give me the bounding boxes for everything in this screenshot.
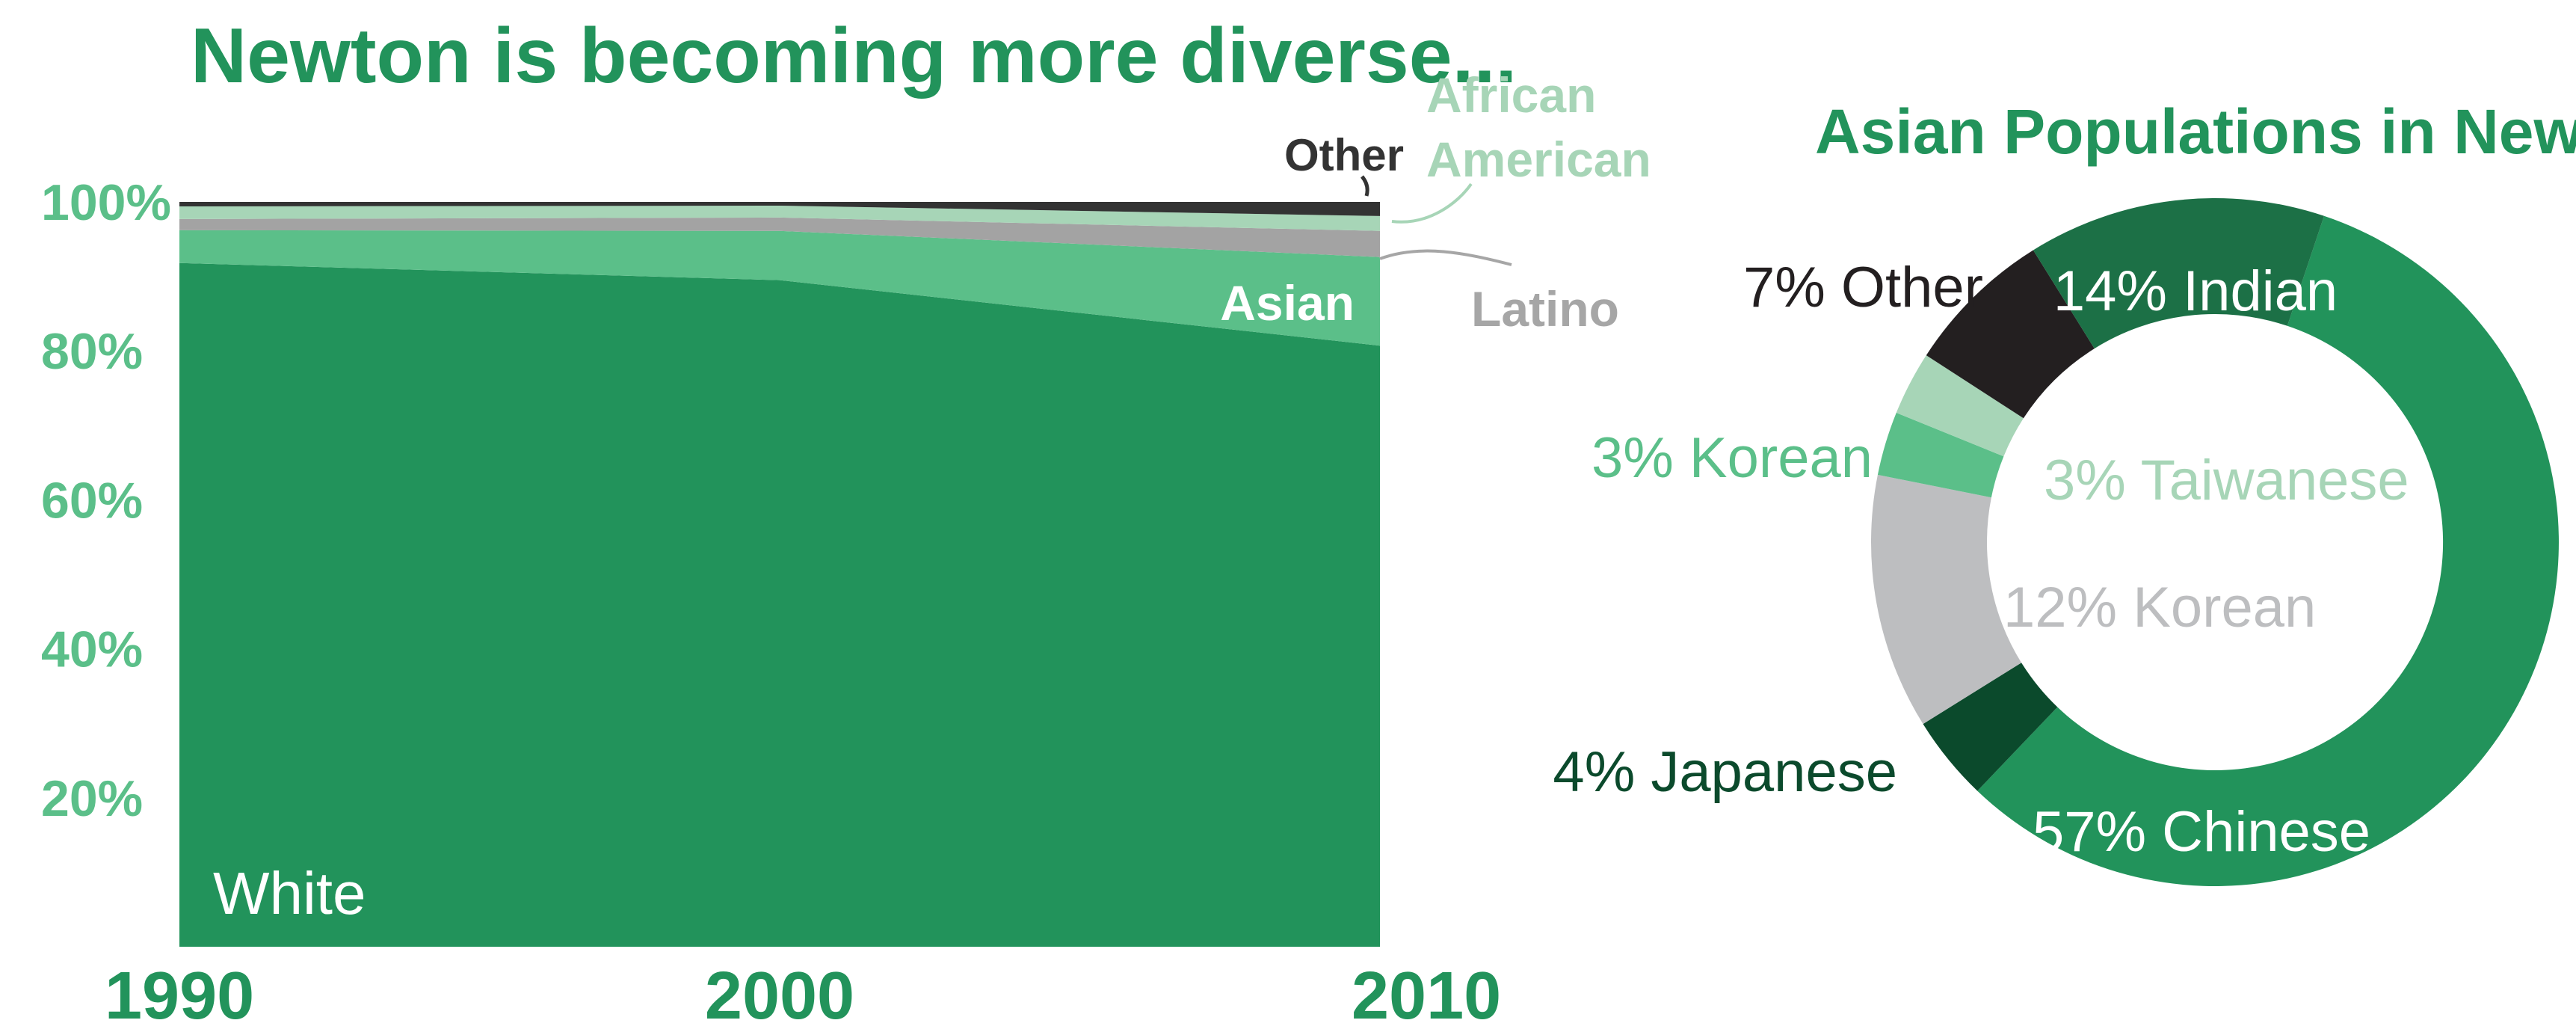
series-label-white: White [213, 860, 366, 927]
x-tick-2010: 2010 [1352, 959, 1501, 1029]
area-latino [179, 217, 1380, 257]
leader-line-latino [1379, 249, 1512, 266]
area-white [179, 262, 1380, 947]
donut-label-4-3-taiwanese: 3% Taiwanese [2044, 449, 2409, 512]
donut-label-6-14-indian: 14% Indian [2053, 259, 2338, 323]
area-chart-title: Newton is becoming more diverse... [191, 13, 1517, 99]
donut-slice-4-3-taiwanese [1896, 355, 2024, 457]
area-series-layers [179, 202, 1380, 947]
y-tick-100: 100% [41, 174, 171, 231]
series-label-other: Other [1284, 130, 1404, 180]
donut-slice-2-12-korean [1870, 474, 2022, 725]
donut-slice-6-14-indian [2033, 198, 2324, 349]
donut-label-1-4-japanese: 4% Japanese [1553, 740, 1897, 804]
donut-slice-1-4-japanese [1923, 663, 2058, 791]
donut-label-5-7-other: 7% Other [1743, 256, 1983, 319]
donut-slices [1870, 198, 2559, 887]
x-tick-2000: 2000 [705, 959, 854, 1029]
donut-label-0-57-chinese: 57% Chinese [2033, 800, 2370, 864]
area-other [179, 202, 1380, 216]
donut-label-3-3-korean: 3% Korean [1591, 426, 1873, 490]
leader-line-african-american [1391, 182, 1473, 224]
area-asian [179, 230, 1380, 346]
y-axis-ticks: 20% 40% 60% 80% 100% [41, 174, 171, 827]
donut-slice-labels: 57% Chinese 4% Japanese 12% Korean 3% Korea… [1553, 256, 2409, 864]
y-tick-20: 20% [41, 770, 143, 827]
donut-slice-5-7-other [1926, 250, 2095, 419]
area-african-american [179, 206, 1380, 231]
donut-slice-0-57-chinese [1977, 215, 2559, 887]
y-tick-60: 60% [41, 472, 143, 529]
asian-populations-donut-chart: Asian Populations in Newton 57% Chinese 4… [1553, 96, 2576, 887]
series-label-african-american-line1: African [1426, 67, 1596, 123]
series-label-latino: Latino [1471, 281, 1619, 337]
series-label-asian: Asian [1220, 275, 1355, 331]
x-axis-ticks: 1990 2000 2010 [105, 959, 1501, 1029]
leader-line-other [1361, 175, 1369, 197]
y-tick-80: 80% [41, 323, 143, 380]
diversity-stacked-area-chart: Newton is becoming more diverse... 20% 40… [41, 13, 1651, 1029]
donut-chart-title: Asian Populations in Newton [1815, 96, 2576, 167]
x-tick-1990: 1990 [105, 959, 254, 1029]
donut-label-2-12-korean: 12% Korean [2003, 576, 2316, 639]
series-label-african-american-line2: American [1426, 132, 1651, 187]
donut-slice-3-3-korean [1877, 412, 2004, 498]
y-tick-40: 40% [41, 621, 143, 678]
